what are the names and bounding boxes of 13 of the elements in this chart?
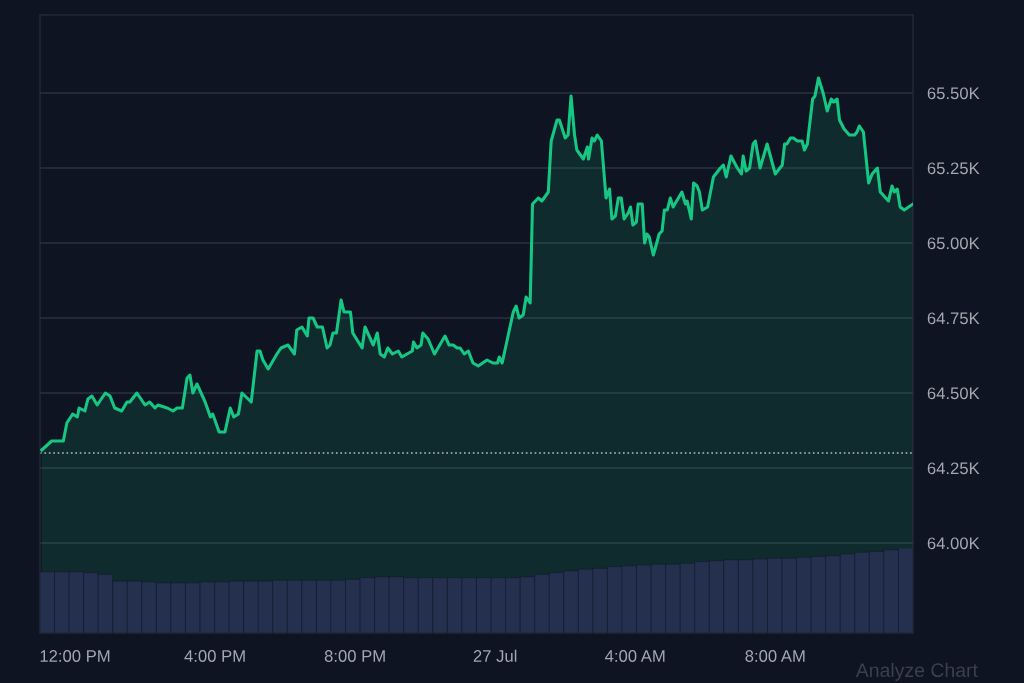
y-tick-label: 64.50K (927, 387, 980, 400)
y-tick-label: 64.00K (927, 537, 980, 550)
x-tick-label: 27 Jul (473, 649, 517, 662)
x-tick-label: 12:00 PM (40, 650, 110, 662)
y-tick-label: 65.00K (927, 237, 980, 250)
y-tick-label: 65.50K (927, 87, 980, 100)
y-tick-label: 64.75K (927, 312, 980, 325)
y-tick-label: 65.25K (927, 162, 980, 175)
x-tick-label: 8:00 AM (745, 650, 805, 662)
x-tick-label: 8:00 PM (324, 650, 385, 662)
x-tick-label: 4:00 AM (605, 650, 665, 662)
x-tick-label: 4:00 PM (184, 650, 245, 662)
y-tick-label: 64.25K (927, 462, 980, 475)
